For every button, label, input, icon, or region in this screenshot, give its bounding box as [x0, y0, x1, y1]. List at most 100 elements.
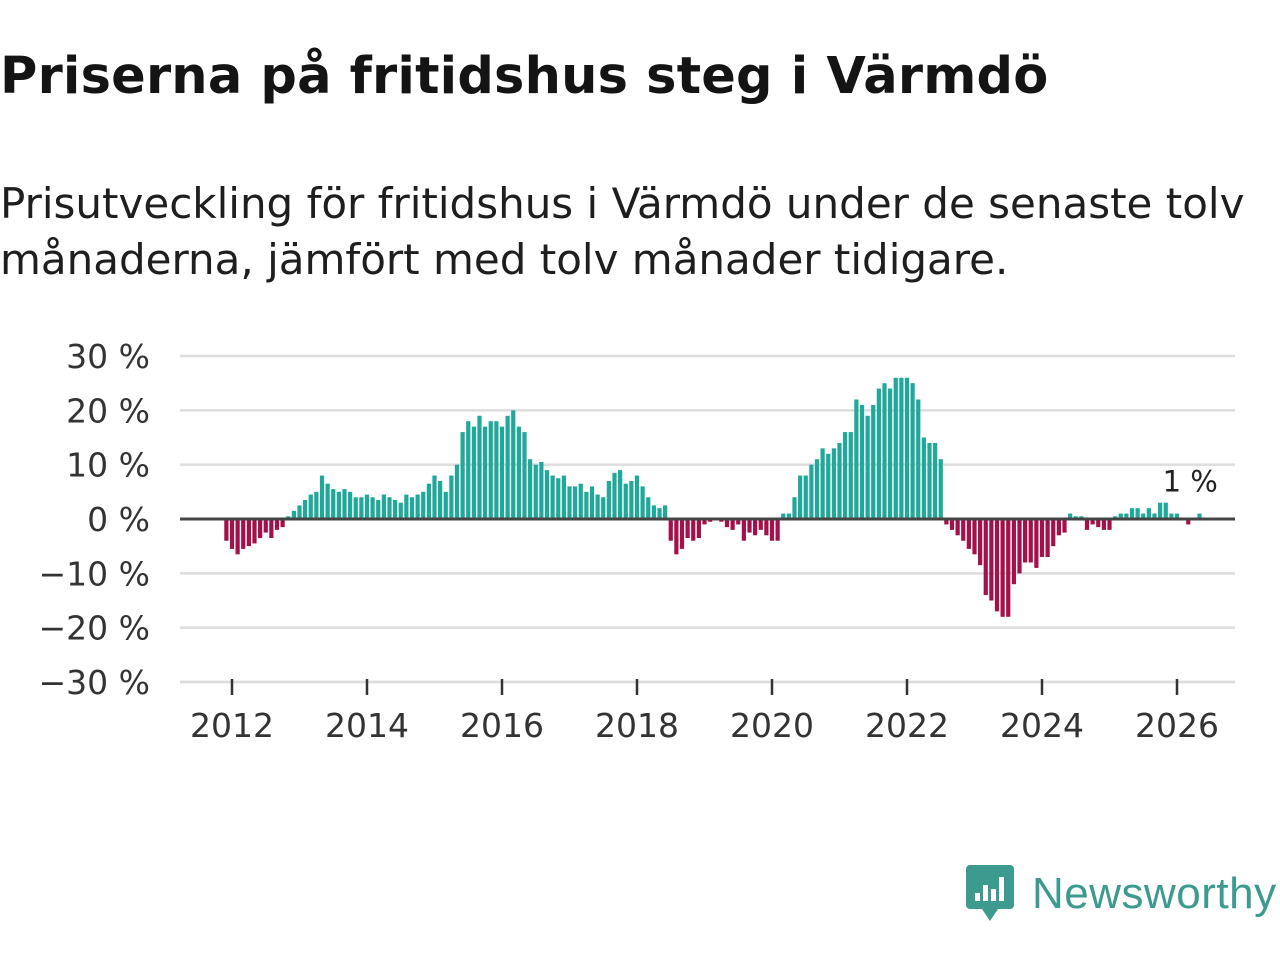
bar	[668, 519, 673, 541]
bar	[1186, 519, 1191, 525]
bar	[989, 519, 994, 601]
bar	[595, 494, 600, 519]
bar	[1011, 519, 1016, 585]
bar	[1034, 519, 1039, 568]
bar	[1141, 513, 1146, 519]
bar	[994, 519, 1000, 612]
bar	[528, 459, 533, 519]
bar	[634, 475, 640, 519]
bar	[466, 421, 471, 519]
bar	[1169, 513, 1174, 519]
bar	[252, 519, 257, 544]
bar	[516, 426, 521, 519]
bar	[224, 519, 229, 541]
bar	[916, 399, 921, 519]
bar	[612, 472, 617, 519]
bar	[1023, 519, 1028, 563]
bar	[1084, 519, 1090, 530]
bar	[533, 464, 538, 519]
bar	[1101, 519, 1106, 530]
bar	[961, 519, 966, 541]
brand-name: Newsworthy	[1032, 869, 1277, 918]
bar	[303, 499, 308, 519]
bar	[865, 415, 870, 519]
bar	[837, 442, 842, 519]
latest-value-annotation: 1 %	[1163, 465, 1218, 499]
bar	[241, 519, 246, 549]
bar	[798, 475, 803, 519]
bar	[1135, 508, 1140, 519]
bar	[1068, 513, 1073, 519]
bar	[747, 519, 752, 533]
bar	[1017, 519, 1022, 574]
bar	[381, 494, 386, 519]
bar	[955, 519, 960, 536]
bar	[426, 483, 431, 519]
chart-subtitle: Prisutveckling för fritidshus i Värmdö u…	[0, 179, 1245, 284]
bar	[904, 377, 910, 519]
bar	[1062, 519, 1067, 533]
bar	[741, 519, 746, 541]
bar	[1045, 519, 1050, 558]
bar	[1158, 502, 1163, 519]
bar	[319, 475, 325, 519]
bar	[933, 442, 938, 519]
bar	[944, 519, 949, 525]
bar	[623, 483, 628, 519]
bar	[229, 519, 235, 549]
bar	[1174, 513, 1180, 519]
bar	[415, 494, 420, 519]
bar	[1056, 519, 1061, 536]
bar	[966, 519, 971, 549]
bar	[854, 399, 859, 519]
bar	[786, 513, 791, 519]
bar	[843, 432, 848, 519]
bar	[336, 491, 341, 519]
bar	[387, 497, 392, 519]
y-tick-label: 0 %	[87, 500, 150, 539]
bar	[432, 475, 437, 519]
bar	[972, 519, 977, 555]
bar	[657, 508, 662, 519]
bar	[308, 494, 313, 519]
y-tick-label: 20 %	[66, 391, 150, 430]
x-tick-label: 2014	[325, 706, 409, 745]
bar	[938, 459, 943, 519]
bar-chart: 30 %20 %10 %0 %−10 %−20 %−30 % 2012 2014 2…	[39, 337, 1235, 745]
bar	[280, 519, 285, 528]
bar	[1129, 508, 1135, 519]
bar	[921, 437, 926, 519]
y-tick-label: −20 %	[39, 609, 151, 648]
bar	[927, 442, 932, 519]
bar	[663, 505, 668, 519]
bar	[1000, 519, 1005, 617]
bar	[522, 432, 527, 519]
bar	[1146, 508, 1151, 519]
bar	[1197, 513, 1202, 519]
bar	[460, 432, 465, 519]
x-tick-label: 2024	[1000, 706, 1084, 745]
bar	[477, 415, 482, 519]
bar	[781, 513, 786, 519]
bar	[297, 505, 302, 519]
bar	[550, 475, 555, 519]
x-tick-label: 2026	[1135, 706, 1219, 745]
bar	[359, 497, 364, 519]
bar	[601, 497, 606, 519]
bar	[246, 519, 251, 547]
bar	[578, 483, 583, 519]
x-tick-label: 2018	[595, 706, 679, 745]
bar	[792, 497, 797, 519]
x-tick-label: 2012	[190, 706, 274, 745]
bar	[888, 388, 893, 519]
bar	[556, 478, 561, 519]
bar	[589, 486, 595, 519]
bar	[269, 519, 274, 539]
bar	[331, 489, 336, 519]
bar	[691, 519, 696, 541]
bar	[274, 519, 280, 530]
bar	[753, 519, 758, 536]
bar	[809, 464, 814, 519]
bar	[618, 470, 623, 519]
newsworthy-logo-icon	[966, 865, 1014, 921]
